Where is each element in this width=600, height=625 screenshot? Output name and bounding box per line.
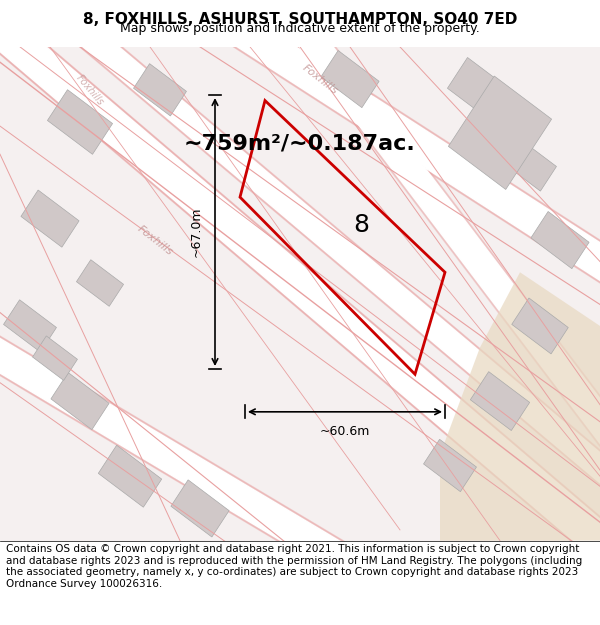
Polygon shape xyxy=(290,17,600,496)
Polygon shape xyxy=(512,298,568,354)
Text: ~759m²/~0.187ac.: ~759m²/~0.187ac. xyxy=(184,134,416,154)
Polygon shape xyxy=(47,90,113,154)
Polygon shape xyxy=(192,0,600,340)
Polygon shape xyxy=(0,313,407,608)
Text: 8, FOXHILLS, ASHURST, SOUTHAMPTON, SO40 7ED: 8, FOXHILLS, ASHURST, SOUTHAMPTON, SO40 … xyxy=(83,12,517,27)
Polygon shape xyxy=(503,139,556,191)
Polygon shape xyxy=(51,372,109,429)
Polygon shape xyxy=(470,372,530,431)
Polygon shape xyxy=(134,64,187,116)
Text: Foxhills: Foxhills xyxy=(301,62,340,96)
Polygon shape xyxy=(98,445,162,508)
Polygon shape xyxy=(43,0,600,604)
Text: Contains OS data © Crown copyright and database right 2021. This information is : Contains OS data © Crown copyright and d… xyxy=(6,544,582,589)
Polygon shape xyxy=(440,272,600,541)
Polygon shape xyxy=(32,336,77,381)
Polygon shape xyxy=(531,211,589,269)
Polygon shape xyxy=(21,190,79,248)
Text: Foxhills: Foxhills xyxy=(74,72,106,107)
Polygon shape xyxy=(191,0,600,342)
Polygon shape xyxy=(424,439,476,492)
Polygon shape xyxy=(76,260,124,306)
Polygon shape xyxy=(448,76,551,189)
Polygon shape xyxy=(171,480,229,537)
Polygon shape xyxy=(42,0,600,605)
Polygon shape xyxy=(0,311,408,609)
Polygon shape xyxy=(321,51,379,108)
Text: Map shows position and indicative extent of the property.: Map shows position and indicative extent… xyxy=(120,22,480,35)
Text: 8: 8 xyxy=(353,213,369,238)
Polygon shape xyxy=(448,58,512,122)
Text: Foxhills: Foxhills xyxy=(136,223,175,257)
Polygon shape xyxy=(289,15,600,497)
Text: ~67.0m: ~67.0m xyxy=(190,207,203,258)
Text: ~60.6m: ~60.6m xyxy=(320,425,370,438)
Polygon shape xyxy=(4,300,56,352)
